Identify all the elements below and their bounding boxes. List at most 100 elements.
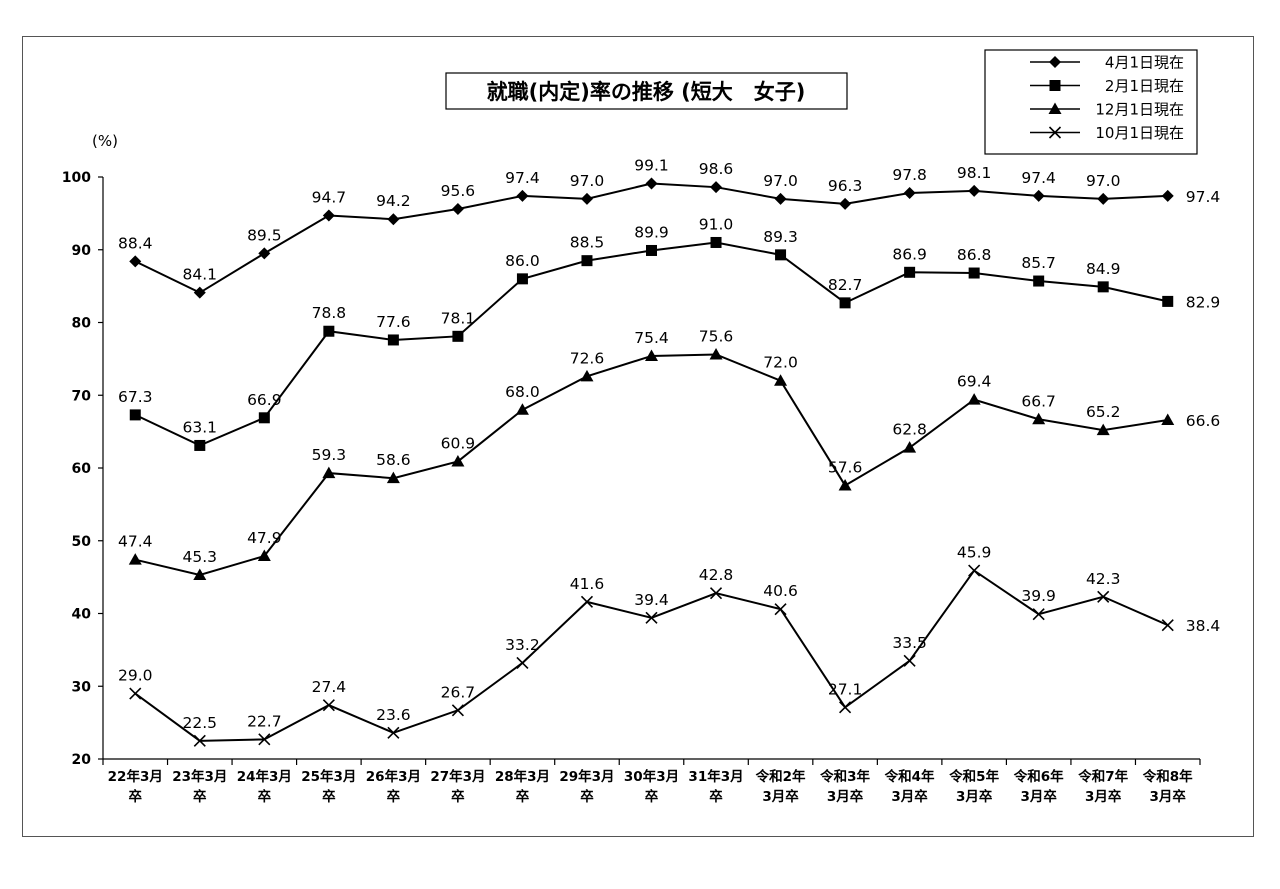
legend-label: 2月1日現在: [1105, 77, 1184, 95]
data-point-square: [387, 334, 399, 346]
data-point-triangle: [257, 549, 271, 562]
data-point-triangle: [1161, 413, 1175, 425]
y-tick-label: 70: [72, 388, 92, 404]
x-category-label: 令和6年 3月卒: [1013, 768, 1064, 805]
data-point-diamond: [839, 197, 852, 210]
data-point-square: [516, 273, 528, 285]
data-point-square: [1033, 275, 1045, 287]
x-category-label: 令和3年 3月卒: [819, 768, 870, 805]
data-label: 89.5: [247, 226, 282, 244]
data-label: 86.0: [505, 252, 540, 270]
legend-item: 12月1日現在: [1030, 101, 1184, 119]
data-label: 75.6: [699, 328, 734, 346]
data-label: 60.9: [441, 434, 476, 452]
data-point-triangle: [322, 466, 336, 479]
data-label: 33.2: [505, 636, 540, 654]
data-point-diamond: [258, 247, 271, 260]
x-category-label: 25年3月卒: [301, 768, 356, 805]
legend-item: 4月1日現在: [1030, 54, 1184, 72]
data-label: 72.6: [570, 349, 605, 367]
data-label: 22.5: [183, 714, 218, 732]
data-point-x: [1048, 126, 1062, 139]
x-category-label: 23年3月卒: [172, 768, 227, 805]
data-labels-layer: 88.4 84.1 89.5 94.7 94.2 95.6 97.4 97.0 99.1 98.6…: [118, 157, 1220, 732]
data-point-x: [516, 656, 529, 670]
data-point-x: [968, 564, 981, 577]
legend-label: 4月1日現在: [1105, 54, 1184, 72]
data-label: 88.4: [118, 234, 153, 252]
x-category-label: 31年3月卒: [688, 768, 743, 805]
data-point-triangle: [774, 374, 788, 386]
data-point-diamond: [645, 177, 658, 190]
data-point-diamond: [129, 255, 142, 268]
data-label: 63.1: [183, 418, 218, 436]
data-label: 82.7: [828, 276, 863, 294]
y-tick-label: 30: [72, 679, 92, 695]
data-label: 40.6: [763, 582, 798, 600]
data-label: 42.3: [1086, 570, 1121, 588]
data-point-x: [580, 595, 594, 608]
data-point-triangle: [515, 403, 529, 415]
data-point-x: [1161, 619, 1174, 632]
data-label: 89.9: [634, 223, 669, 241]
data-label: 84.1: [183, 266, 218, 284]
data-point-diamond: [1049, 56, 1061, 68]
data-label: 77.6: [376, 313, 411, 331]
x-category-label: 22年3月卒: [108, 768, 163, 805]
x-category-label: 令和8年 3月卒: [1142, 768, 1193, 805]
legend-box: [984, 49, 1198, 155]
data-point-x: [193, 734, 206, 747]
data-label: 82.9: [1186, 293, 1221, 311]
data-label: 39.9: [1021, 587, 1056, 605]
y-axis-label: (%): [92, 132, 118, 150]
data-point-x: [839, 701, 852, 714]
data-label: 91.0: [699, 215, 734, 233]
series-x: [129, 564, 1174, 747]
data-label: 67.3: [118, 388, 153, 406]
data-label: 47.4: [118, 533, 153, 551]
data-label: 86.8: [957, 246, 992, 264]
data-point-square: [1097, 281, 1109, 293]
data-label: 69.4: [957, 373, 992, 391]
data-point-triangle: [903, 441, 917, 453]
data-point-diamond: [1097, 192, 1110, 205]
data-point-x: [451, 704, 464, 717]
data-point-triangle: [451, 454, 465, 467]
data-label: 97.0: [570, 172, 605, 190]
data-label: 27.4: [312, 678, 347, 696]
data-point-triangle: [1048, 102, 1062, 114]
data-point-triangle: [580, 369, 594, 382]
data-point-square: [839, 297, 851, 309]
data-point-diamond: [710, 181, 723, 194]
x-category-label: 26年3月卒: [366, 768, 421, 805]
data-label: 98.6: [699, 160, 734, 178]
data-label: 45.3: [183, 548, 218, 566]
legend-label: 12月1日現在: [1095, 101, 1184, 119]
x-category-label: 令和2年 3月卒: [755, 768, 806, 805]
legend-item: 2月1日現在: [1030, 77, 1184, 95]
y-tick-label: 100: [62, 170, 91, 186]
data-label: 59.3: [312, 446, 347, 464]
data-point-x: [774, 603, 787, 616]
data-point-diamond: [1032, 189, 1045, 202]
data-label: 88.5: [570, 234, 605, 252]
data-point-x: [903, 654, 916, 667]
data-point-triangle: [386, 471, 400, 484]
data-label: 86.9: [892, 245, 927, 263]
data-label: 23.6: [376, 706, 411, 724]
data-point-diamond: [968, 184, 981, 197]
data-point-square: [968, 267, 980, 279]
data-label: 75.4: [634, 329, 669, 347]
data-label: 78.8: [312, 304, 347, 322]
y-tick-label: 20: [72, 752, 92, 768]
data-label: 85.7: [1021, 254, 1056, 272]
series-line: [135, 353, 1168, 576]
y-tick-label: 50: [72, 534, 92, 550]
data-label: 97.0: [763, 172, 798, 190]
data-point-x: [645, 611, 658, 624]
data-label: 78.1: [441, 309, 476, 327]
data-point-triangle: [128, 553, 142, 565]
data-label: 97.4: [1021, 169, 1056, 187]
y-tick-label: 60: [72, 461, 92, 477]
